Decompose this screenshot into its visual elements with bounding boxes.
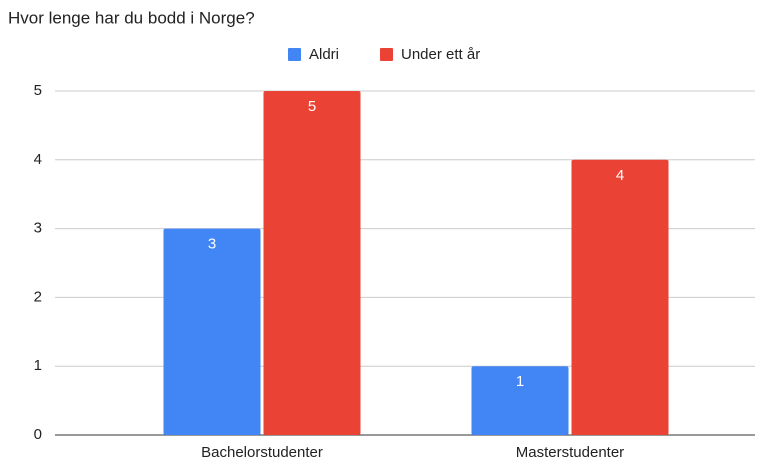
y-tick-label: 2 bbox=[34, 288, 42, 305]
legend-swatch bbox=[380, 48, 393, 61]
x-tick-label: Bachelorstudenter bbox=[201, 444, 323, 461]
y-tick-label: 3 bbox=[34, 220, 42, 237]
x-tick-label: Masterstudenter bbox=[516, 444, 624, 461]
legend-label: Under ett år bbox=[401, 46, 480, 63]
y-tick-label: 4 bbox=[34, 151, 42, 168]
legend-label: Aldri bbox=[309, 46, 339, 63]
y-tick-label: 1 bbox=[34, 357, 42, 374]
bar bbox=[471, 366, 569, 435]
bar bbox=[263, 91, 361, 435]
bar bbox=[163, 228, 261, 435]
value-label: 5 bbox=[308, 98, 316, 115]
y-tick-label: 5 bbox=[34, 82, 42, 99]
value-label: 1 bbox=[516, 373, 524, 390]
value-label: 3 bbox=[208, 236, 216, 253]
bar bbox=[571, 159, 669, 436]
value-label: 4 bbox=[616, 167, 624, 184]
legend-swatch bbox=[288, 48, 301, 61]
chart-title: Hvor lenge har du bodd i Norge? bbox=[8, 8, 255, 27]
y-tick-label: 0 bbox=[34, 426, 42, 443]
